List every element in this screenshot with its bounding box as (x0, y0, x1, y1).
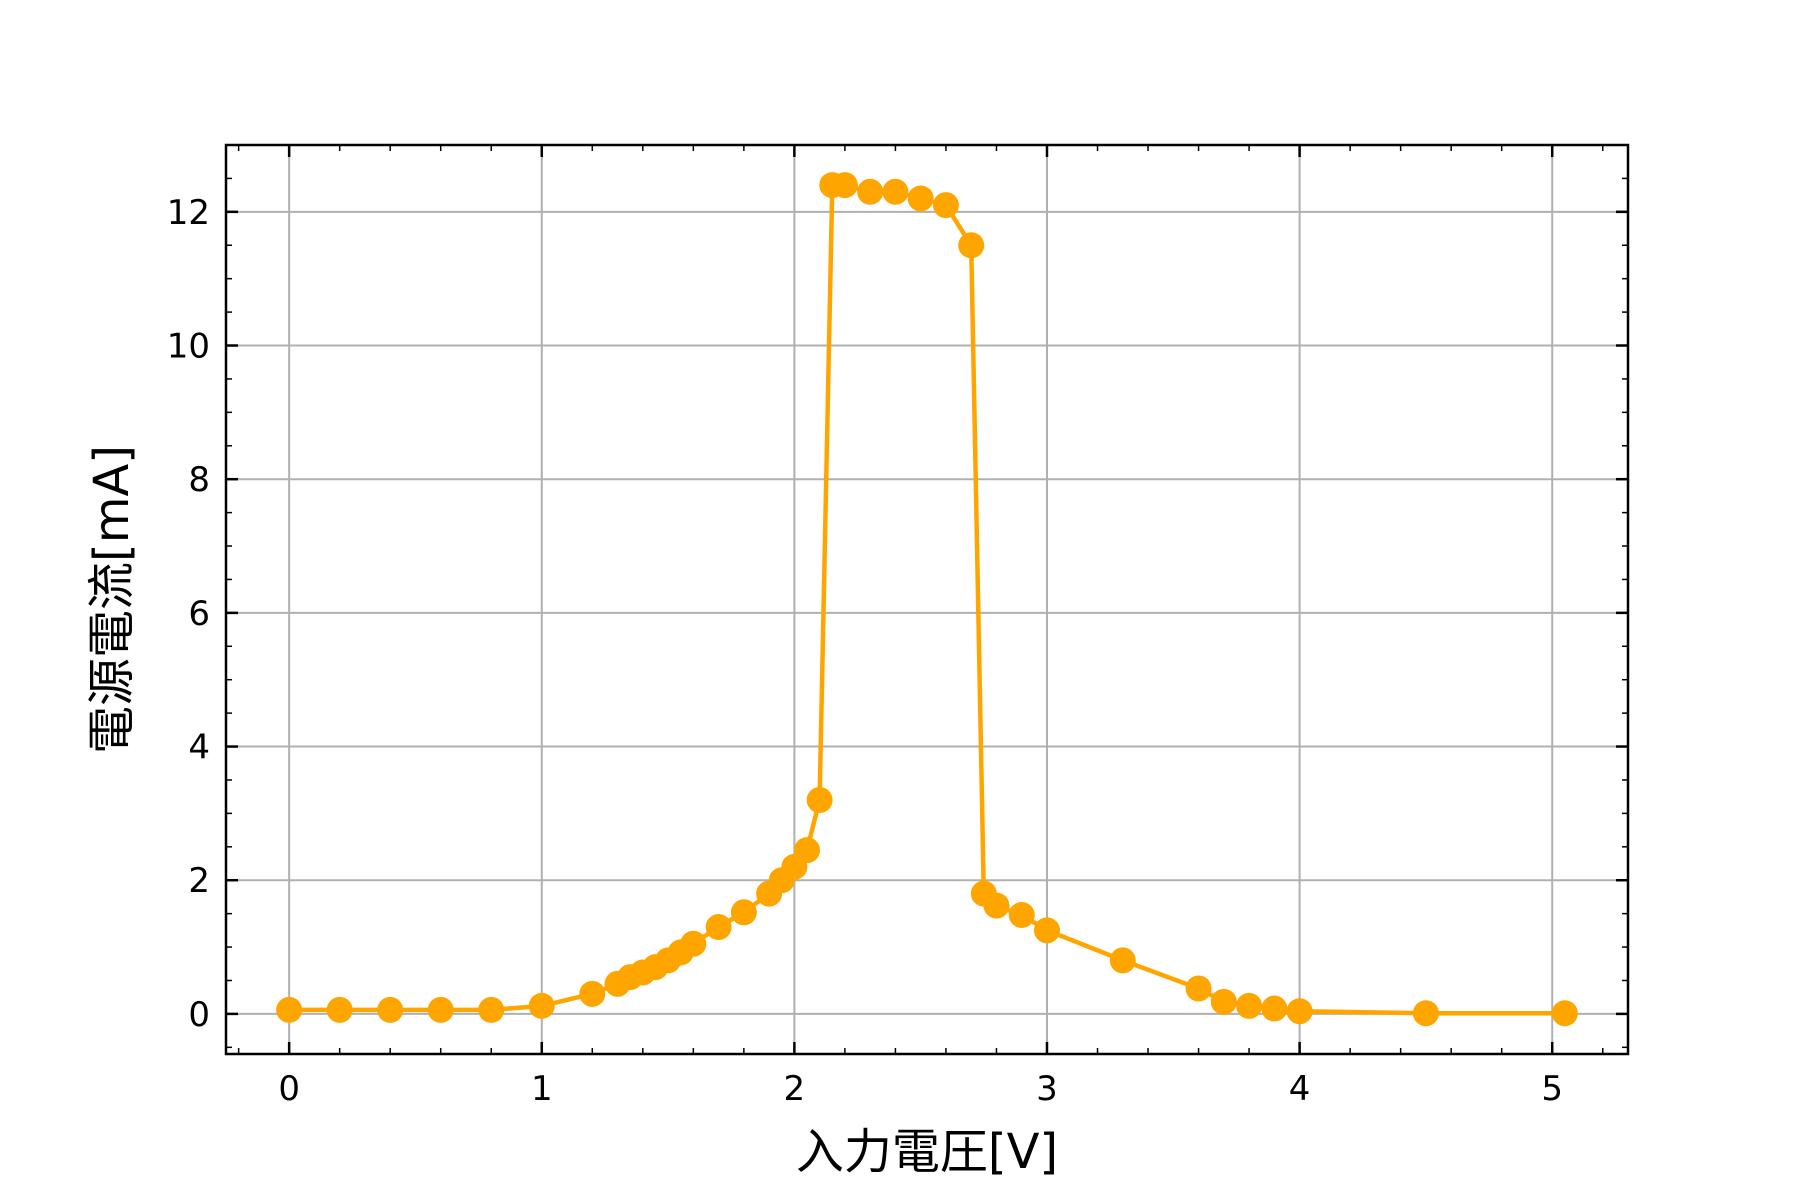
y-tick-label: 8 (188, 460, 210, 500)
x-tick-label: 3 (1036, 1069, 1058, 1109)
data-point (427, 996, 454, 1023)
x-tick-label: 5 (1541, 1069, 1563, 1109)
data-point (882, 178, 909, 205)
x-tick-label: 1 (531, 1069, 553, 1109)
x-axis-label: 入力電圧[V] (796, 1124, 1058, 1180)
data-point (794, 837, 821, 864)
axis-ticks (226, 144, 1628, 1054)
data-point (730, 899, 757, 926)
data-point (1185, 975, 1212, 1002)
data-point (857, 178, 884, 205)
data-point (1551, 1000, 1578, 1027)
series-layer (276, 172, 1578, 1027)
data-point (276, 996, 303, 1023)
data-point (377, 996, 404, 1023)
data-point (1261, 995, 1288, 1022)
data-point (958, 232, 985, 259)
data-point (579, 980, 606, 1007)
grid (226, 145, 1628, 1054)
plot-frame (224, 143, 1630, 1056)
x-tick-label: 0 (278, 1069, 300, 1109)
data-point (1412, 1000, 1439, 1027)
data-point (1033, 917, 1060, 944)
x-tick-label: 4 (1289, 1069, 1311, 1109)
data-point (1236, 992, 1263, 1019)
data-point (528, 992, 555, 1019)
data-point (1286, 998, 1313, 1025)
y-tick-label: 6 (188, 594, 210, 634)
data-point (831, 172, 858, 199)
y-tick-label: 2 (188, 861, 210, 901)
data-point (326, 996, 353, 1023)
data-point (983, 892, 1010, 919)
data-point (907, 185, 934, 212)
data-point (806, 787, 833, 814)
series-line (289, 182, 1565, 1016)
x-tick-label: 2 (784, 1069, 806, 1109)
data-point (1210, 988, 1237, 1015)
y-axis-label: 電源電流[mA] (84, 445, 140, 754)
data-point (1109, 947, 1136, 974)
y-tick-label: 4 (188, 728, 210, 768)
y-tick-label: 10 (167, 327, 210, 367)
y-tick-label: 12 (167, 193, 210, 233)
data-point (478, 996, 505, 1023)
data-point (705, 914, 732, 941)
y-tick-label: 0 (188, 995, 210, 1035)
data-point (932, 192, 959, 219)
data-point (1008, 901, 1035, 928)
data-point (680, 930, 707, 957)
